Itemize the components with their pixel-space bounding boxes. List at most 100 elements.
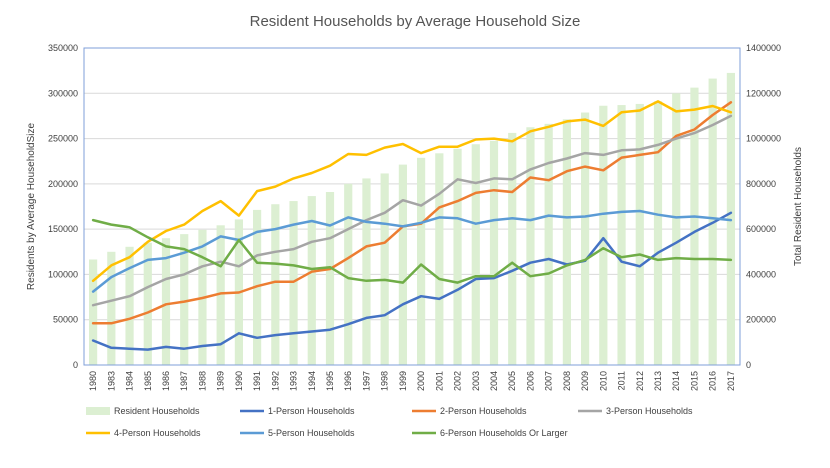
x-tick-label: 2000 [416,371,426,391]
bar-resident-households [471,144,480,365]
x-tick-label: 2002 [453,371,463,391]
x-tick-label: 2009 [580,371,590,391]
y-tick-label: 200000 [48,179,78,189]
x-tick-label: 1984 [125,371,135,391]
x-tick-label: 1994 [307,371,317,391]
x-tick-label: 1983 [106,371,116,391]
x-tick-label: 2011 [617,371,627,390]
x-tick-label: 1986 [161,371,171,391]
bar-resident-households [617,105,626,365]
x-tick-label: 1985 [143,371,153,391]
line-5-person-households [91,209,733,293]
y2-tick-label: 1200000 [746,88,781,98]
bar-resident-households [599,105,608,365]
bar-resident-households [581,112,590,366]
legend-item-resident-households: Resident Households [86,406,200,416]
y-tick-label: 300000 [48,88,78,98]
x-tick-label: 1987 [179,371,189,391]
legend-item-1-person-households: 1-Person Households [240,406,355,416]
x-tick-label: 2014 [671,371,681,391]
x-tick-label: 2010 [598,371,608,391]
legend-label: 1-Person Households [268,406,355,416]
x-tick-label: 1993 [289,371,299,391]
bar-resident-households [143,242,152,365]
y-tick-label: 150000 [48,224,78,234]
bar-resident-households [489,140,499,365]
x-tick-label: 2007 [544,371,554,391]
bar-resident-households [344,183,353,365]
x-tick-label: 1996 [343,371,353,391]
x-tick-label: 1998 [380,371,390,391]
legend-item-4-person-households: 4-Person Households [86,428,201,438]
x-tick-label: 2015 [689,371,699,391]
y-axis-ticks: 0 50000 100000 150000 200000 250000 300000 3500… [48,43,78,370]
y2-tick-label: 800000 [746,179,776,189]
bar-resident-households [417,157,426,365]
legend-item-6-person-households-or-larger: 6-Person Households Or Larger [412,428,568,438]
x-tick-label: 2006 [525,371,535,391]
bar-resident-households [125,246,134,365]
bar-resident-households [508,132,517,365]
x-tick-label: 1992 [270,371,280,391]
bar-resident-households [180,234,189,365]
bar-resident-households [453,148,462,365]
legend-label: 2-Person Households [440,406,527,416]
bar-resident-households [398,164,407,365]
legend-label: 4-Person Households [114,428,201,438]
x-axis-ticks: 1980 1983 1984 1985 1986 1987 1988 1989 1990 1991… [88,371,736,391]
x-tick-label: 2016 [708,371,718,391]
x-tick-label: 1990 [234,371,244,391]
y2-axis-title: Total Resident Households [793,147,804,266]
x-tick-label: 2012 [635,371,645,391]
x-tick-label: 1995 [325,371,335,391]
y-tick-label: 0 [73,360,78,370]
y2-tick-label: 400000 [746,269,776,279]
x-tick-label: 2008 [562,371,572,391]
x-tick-label: 2001 [434,371,444,391]
bar-resident-households [89,259,98,365]
y2-tick-label: 200000 [746,315,776,325]
y2-tick-label: 1400000 [746,43,781,53]
x-tick-label: 1988 [197,371,207,391]
bar-resident-households [526,127,535,365]
bar-resident-households [435,153,444,365]
bar-resident-households [544,123,553,365]
bar-resident-households [362,178,371,365]
bar-series-resident-households [89,72,735,366]
bar-resident-households [107,251,116,365]
line-3-person-households [91,114,733,307]
line-1-person-households [91,211,733,351]
bar-resident-households [271,204,280,365]
x-tick-label: 1991 [252,371,262,391]
y-tick-label: 50000 [53,315,78,325]
bar-resident-households [216,225,225,365]
x-tick-label: 1980 [88,371,98,391]
y-tick-label: 250000 [48,134,78,144]
y-axis-title: Residents by Average HouseholdSize [26,122,37,290]
bar-resident-households [690,87,699,365]
y2-tick-label: 1000000 [746,134,781,144]
x-tick-label: 2017 [726,371,736,391]
line-6-person-households-or-larger [91,218,733,284]
y-tick-label: 100000 [48,269,78,279]
y-tick-label: 350000 [48,43,78,53]
bar-resident-households [289,201,298,365]
legend-item-3-person-households: 3-Person Households [578,406,693,416]
bar-resident-households [380,173,389,365]
y2-tick-label: 0 [746,360,751,370]
bar-resident-households [161,238,171,365]
plot-border [83,47,741,366]
line-4-person-households [91,100,733,283]
x-tick-label: 2003 [471,371,481,391]
bar-resident-households [562,119,571,365]
legend-label: 3-Person Households [606,406,693,416]
legend-label: 5-Person Households [268,428,355,438]
x-tick-label: 1997 [361,371,371,391]
legend-label: Resident Households [114,406,200,416]
x-tick-label: 1989 [216,371,226,391]
x-tick-label: 2004 [489,371,499,391]
bar-resident-households [635,103,644,365]
legend-label: 6-Person Households Or Larger [440,428,568,438]
